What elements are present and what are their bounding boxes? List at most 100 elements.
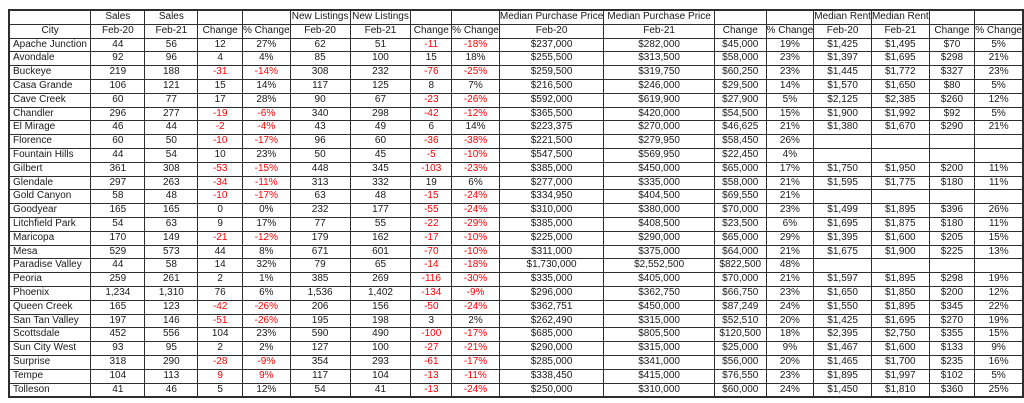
data-cell: -70 [410,244,453,260]
data-cell: 127 [289,341,351,356]
data-cell: 55 [349,216,412,232]
data-cell: $29,500 [713,78,767,94]
data-cell: 13% [974,244,1024,260]
city-cell: Litchfield Park [8,216,92,232]
data-cell: $450,000 [603,161,715,177]
data-cell: $355 [928,327,976,343]
data-cell: 21% [765,244,815,260]
data-cell: 67 [349,92,412,108]
data-cell: -19 [197,106,243,122]
data-cell: 529 [90,244,146,260]
data-cell: $279,950 [603,134,715,149]
data-cell: 29% [765,230,815,246]
data-cell: 14 [197,258,243,274]
data-cell: $221,500 [498,134,605,149]
data-cell: 104 [349,368,412,384]
data-cell: $2,750 [870,327,930,343]
data-cell: 308 [144,161,199,177]
data-cell: $1,992 [870,106,930,122]
data-cell: 117 [289,78,351,94]
data-cell: 12% [241,382,291,398]
data-cell: $27,900 [713,92,767,108]
data-cell: $205 [928,230,976,246]
city-cell: Glendale [8,175,92,191]
data-cell [928,147,976,163]
data-cell: $1,395 [813,230,872,246]
data-cell: $2,125 [813,92,872,108]
table-row: Surprise 318 290 -28 -9% 354 293 -61 -17% $285,00… [8,354,1024,370]
data-cell: -51 [197,313,243,329]
housing-market-table: Sales Sales New Listings New Listings Median… [8,9,1024,399]
data-cell: 44 [144,120,199,136]
data-cell: 44 [90,147,146,163]
data-cell: 23% [765,203,815,218]
data-cell: 15% [765,106,815,122]
data-cell: 22% [974,299,1024,315]
data-cell: 43 [289,120,351,136]
table-row: Mesa 529 573 44 8% 671 601 -70 -10% $311,000 $375,… [8,244,1024,260]
data-cell: $200 [928,285,976,301]
data-cell: -18% [451,258,500,274]
data-cell: 21% [974,120,1024,136]
data-cell: $2,395 [813,327,872,343]
data-cell: -31 [197,65,243,80]
data-cell: $70,000 [713,272,767,287]
data-cell: 26% [974,203,1024,218]
data-cell: $335,000 [603,175,715,191]
data-cell: 23% [241,147,291,163]
data-cell: 8% [241,244,291,260]
data-cell: -14 [410,258,453,274]
data-cell: 123 [144,299,199,315]
table-row: Chandler 296 277 -19 -6% 340 298 -42 -12% $365,50… [8,106,1024,122]
data-cell: 259 [90,272,146,287]
data-cell: -6% [241,106,291,122]
data-cell: -29% [451,216,500,232]
data-cell: 104 [197,327,243,343]
data-cell: -4% [241,120,291,136]
header-group-cell [451,9,500,25]
data-cell: -134 [410,285,453,301]
table-row: Fountain Hills 44 54 10 23% 50 45 -5 -10% $547,50… [8,147,1024,163]
data-cell: 332 [349,175,412,191]
data-cell: 4 [197,51,243,67]
data-cell: $1,750 [813,161,872,177]
data-cell: 23% [765,368,815,384]
column-header-cell: Feb-21 [870,23,930,39]
data-cell: $22,450 [713,147,767,163]
table-row: Peoria 259 261 2 1% 385 269 -116 -30% $335,000 $40… [8,272,1024,287]
data-cell: $25,000 [713,341,767,356]
table-row: Litchfield Park 54 63 9 17% 77 55 -22 -29% $385,0… [8,216,1024,232]
data-cell: $120,500 [713,327,767,343]
data-cell: $64,000 [713,244,767,260]
data-cell: $1,895 [870,203,930,218]
data-cell: 60 [349,134,412,149]
data-cell: 54 [90,216,146,232]
data-cell: 165 [90,299,146,315]
table-row: Tempe 104 113 9 9% 117 104 -13 -11% $338,450 $415,… [8,368,1024,384]
data-cell: $1,895 [870,272,930,287]
data-cell: 9% [241,368,291,384]
data-cell: $338,450 [498,368,605,384]
data-cell: 60 [90,92,146,108]
data-cell: 19% [974,313,1024,329]
data-cell: -17% [241,134,291,149]
header-group-cell: Median Purchase Price [498,9,605,25]
data-cell: 46 [90,120,146,136]
data-cell: 21% [765,175,815,191]
city-cell: Paradise Valley [8,258,92,274]
column-header-cell: % Change [451,23,500,39]
data-cell: $296,000 [498,285,605,301]
data-cell: $375,000 [603,244,715,260]
data-cell: -36 [410,134,453,149]
data-cell: $92 [928,106,976,122]
data-cell: 17% [765,161,815,177]
data-cell: 106 [90,78,146,94]
data-cell: 121 [144,78,199,94]
data-cell: 556 [144,327,199,343]
table-row: Apache Junction 44 56 12 27% 62 51 -11 -18% $237,… [8,37,1024,53]
data-cell: 24% [765,299,815,315]
data-cell: $311,000 [498,244,605,260]
data-cell: $380,000 [603,203,715,218]
data-cell: 177 [349,203,412,218]
data-cell: 4% [241,51,291,67]
